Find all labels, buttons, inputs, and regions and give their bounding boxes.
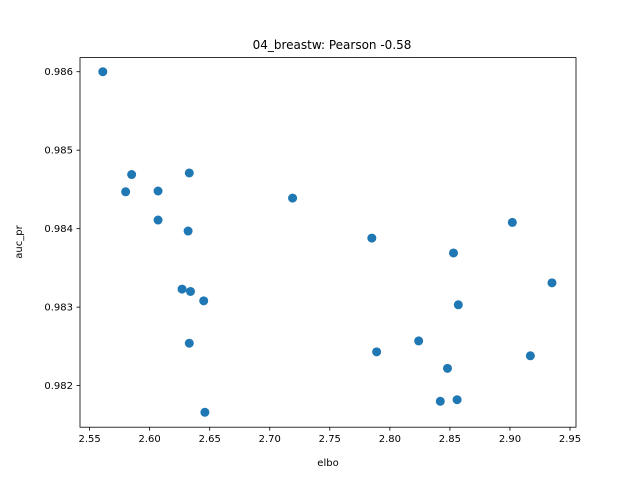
y-axis-label: auc_pr [14,224,25,258]
data-point [367,234,376,243]
data-point [154,187,163,196]
data-point [127,170,136,179]
x-tick-label: 2.95 [559,434,581,445]
data-point [372,347,381,356]
data-point [454,300,463,309]
data-point [436,397,445,406]
data-point [186,287,195,296]
y-tick-label: 0.982 [44,381,73,392]
data-point [526,351,535,360]
chart-title: 04_breastw: Pearson -0.58 [253,38,412,52]
y-tick-label: 0.983 [44,303,73,314]
data-point [453,395,462,404]
x-tick-label: 2.75 [319,434,341,445]
data-point [443,364,452,373]
y-tick-label: 0.986 [44,67,73,78]
data-point [185,339,194,348]
data-point [449,248,458,257]
x-axis-label: elbo [317,458,338,469]
data-point [200,408,209,417]
data-point [154,216,163,225]
y-tick-label: 0.985 [44,146,73,157]
y-tick-label: 0.984 [44,224,73,235]
x-tick-label: 2.55 [78,434,100,445]
data-point [547,278,556,287]
data-point [178,285,187,294]
data-point [199,296,208,305]
x-tick-label: 2.70 [259,434,281,445]
x-tick-label: 2.60 [139,434,161,445]
data-point [185,168,194,177]
data-point [414,336,423,345]
x-tick-label: 2.80 [379,434,401,445]
data-point [98,67,107,76]
data-point [121,187,130,196]
x-tick-label: 2.65 [199,434,221,445]
x-tick-label: 2.90 [499,434,521,445]
x-tick-label: 2.85 [439,434,461,445]
data-point [508,218,517,227]
data-point [184,227,193,236]
data-point [288,194,297,203]
